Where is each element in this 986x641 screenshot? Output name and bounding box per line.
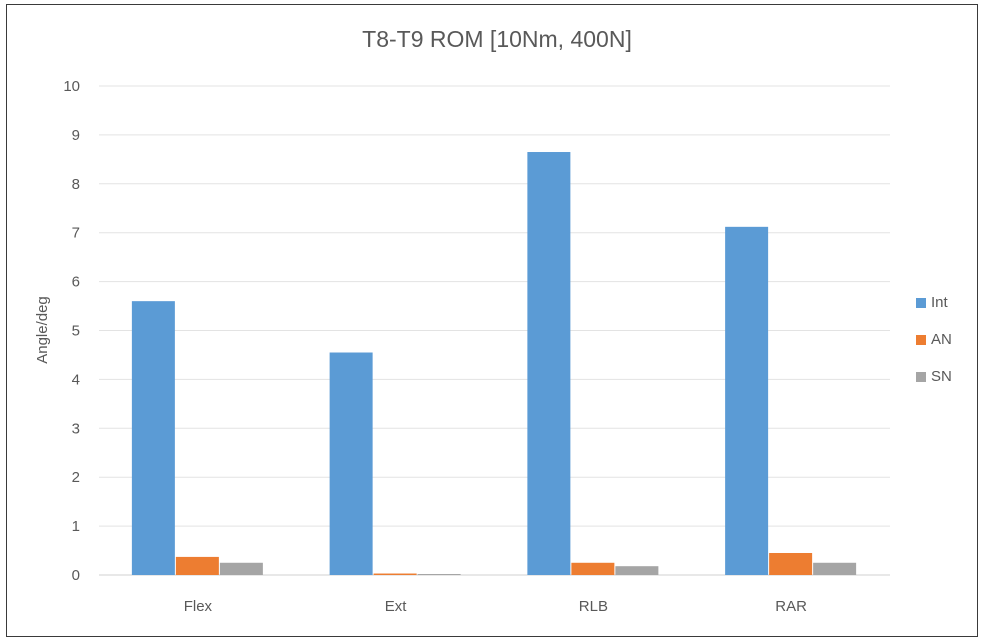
y-tick-label: 7 xyxy=(72,225,80,242)
y-tick-label: 10 xyxy=(63,78,80,95)
gridlines xyxy=(99,85,890,576)
y-tick-label: 4 xyxy=(72,371,80,388)
bar-sn-ext xyxy=(417,574,461,575)
y-tick-label: 1 xyxy=(72,518,80,535)
legend: Int AN SN xyxy=(916,294,952,385)
legend-label-sn: SN xyxy=(931,368,952,385)
y-tick-label: 9 xyxy=(72,127,80,144)
y-tick-label: 5 xyxy=(72,323,80,340)
x-tick-labels: Flex Ext RLB RAR xyxy=(184,598,807,615)
bar-an-ext xyxy=(373,573,417,575)
x-tick-label: RLB xyxy=(579,598,608,615)
legend-swatch-int xyxy=(916,298,926,308)
legend-label-an: AN xyxy=(931,331,952,348)
x-tick-label: Flex xyxy=(184,598,213,615)
x-tick-label: Ext xyxy=(385,598,408,615)
y-tick-label: 0 xyxy=(72,567,80,584)
y-axis-label: Angle/deg xyxy=(34,296,51,364)
y-tick-label: 6 xyxy=(72,274,80,291)
bar-an-rar xyxy=(769,552,813,575)
y-tick-label: 2 xyxy=(72,469,80,486)
bar-int-rlb xyxy=(527,152,571,575)
bar-sn-rlb xyxy=(615,566,659,575)
y-tick-label: 3 xyxy=(72,420,80,437)
legend-swatch-sn xyxy=(916,372,926,382)
bar-an-rlb xyxy=(571,562,615,575)
bar-int-ext xyxy=(329,352,373,575)
bars xyxy=(131,152,857,575)
bar-sn-rar xyxy=(813,562,857,575)
y-tick-label: 8 xyxy=(72,176,80,193)
x-tick-label: RAR xyxy=(775,598,807,615)
bar-int-flex xyxy=(131,301,175,575)
legend-label-int: Int xyxy=(931,294,949,311)
bar-an-flex xyxy=(175,556,219,575)
y-tick-labels: 0 1 2 3 4 5 6 7 8 9 10 xyxy=(63,78,80,584)
bar-sn-flex xyxy=(219,562,263,575)
legend-swatch-an xyxy=(916,335,926,345)
chart-title: T8-T9 ROM [10Nm, 400N] xyxy=(362,26,632,52)
bar-int-rar xyxy=(725,226,769,575)
